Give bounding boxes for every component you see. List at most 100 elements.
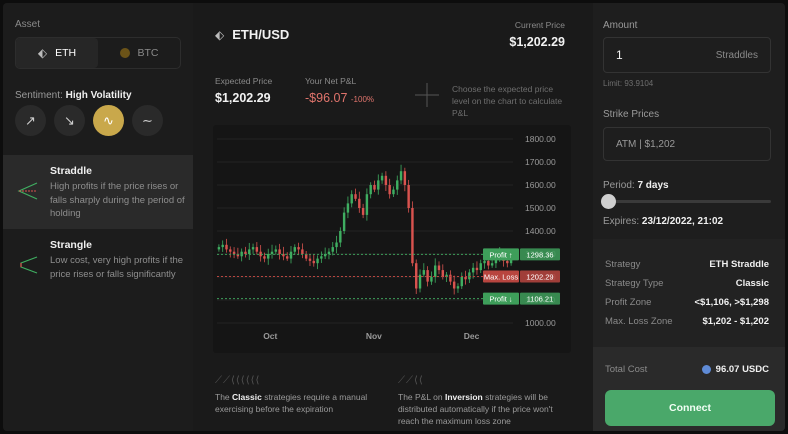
period-slider-thumb[interactable] — [601, 194, 616, 209]
period-value: 7 days — [637, 180, 669, 191]
candle — [506, 260, 509, 264]
candle — [331, 247, 334, 252]
eth-icon: ⬖ — [37, 46, 48, 60]
classic-note: The Classic strategies require a manual … — [215, 391, 385, 415]
summary-key: Strategy — [605, 259, 641, 270]
summary-key: Strategy Type — [605, 278, 664, 289]
amount-limit: Limit: 93.9104 — [603, 79, 654, 88]
checkout: Total Cost 96.07 USDC Connect — [593, 347, 785, 431]
strangle-title: Strangle — [50, 239, 93, 251]
level-value: 1106.21 — [527, 295, 554, 304]
candle — [301, 249, 304, 254]
candle — [369, 185, 372, 195]
candle — [403, 171, 407, 185]
x-tick-label: Nov — [366, 331, 382, 341]
period-slider[interactable] — [601, 194, 771, 209]
candle — [407, 185, 410, 208]
asset-eth-label: ETH — [55, 47, 77, 59]
sentiment-low-volatility-button[interactable]: ∼ — [132, 105, 163, 136]
candle — [365, 194, 369, 215]
candle — [312, 260, 315, 264]
candle — [320, 256, 323, 259]
classic-note-post: strategies require a manual exercising b… — [215, 392, 368, 414]
candle — [297, 247, 300, 250]
expires-value: 23/12/2022, 21:02 — [641, 216, 724, 227]
strategy-strangle[interactable]: Strangle Low cost, very high profits if … — [3, 229, 193, 299]
price-chart-svg[interactable]: 1800.001700.001600.001500.001400.001300.… — [213, 125, 571, 353]
summary-row: Max. Loss Zone $1,202 - $1,202 — [605, 316, 769, 327]
sentiment-high-volatility-button[interactable]: ∿ — [93, 105, 124, 136]
candle — [221, 244, 224, 248]
chart-panel: ⬖ ETH/USD Current Price $1,202.29 Expect… — [193, 3, 593, 431]
strategy-straddle[interactable]: Straddle High profits if the price rises… — [3, 155, 193, 229]
candle — [232, 251, 236, 254]
level-tag — [483, 292, 519, 305]
candle — [339, 231, 342, 243]
amount-label: Amount — [603, 20, 638, 31]
level-value-tag — [520, 292, 560, 305]
candle — [411, 208, 414, 264]
candle — [426, 270, 429, 282]
strike-prices-select[interactable]: ATM | $1,202 — [603, 127, 771, 161]
inversion-strategy-icons: ⟋⟋⟨⟨ — [398, 375, 424, 386]
candle — [354, 194, 357, 199]
candle — [350, 194, 353, 204]
crosshair-icon — [415, 83, 439, 107]
candle — [346, 203, 350, 213]
candle — [399, 171, 403, 181]
sentiment-bearish-button[interactable]: ↘ — [54, 105, 85, 136]
summary-key: Profit Zone — [605, 297, 652, 308]
candle — [433, 265, 437, 277]
wave-icon: ∿ — [103, 112, 114, 128]
candle — [244, 251, 247, 254]
y-tick-label: 1700.00 — [525, 157, 556, 167]
asset-toggle: ⬖ ETH BTC — [15, 37, 181, 69]
candle — [267, 254, 270, 259]
sentiment-value: High Volatility — [65, 90, 132, 101]
candle — [316, 258, 319, 264]
summary-key: Max. Loss Zone — [605, 316, 673, 327]
candle — [487, 260, 490, 266]
net-pnl-percent: -100% — [350, 95, 375, 104]
expires-prefix: Expires: — [603, 216, 640, 227]
candle — [236, 254, 240, 257]
asset-eth-button[interactable]: ⬖ ETH — [16, 38, 98, 68]
candle — [361, 208, 365, 215]
level-label: Max. Loss — [484, 272, 518, 281]
period-prefix: Period: — [603, 180, 635, 191]
strike-prices-value: ATM | $1,202 — [616, 138, 676, 150]
candle — [274, 249, 278, 252]
expiration: Expires: 23/12/2022, 21:02 — [603, 216, 723, 227]
straddle-title: Straddle — [50, 165, 93, 177]
sentiment-buttons: ↗ ↘ ∿ ∼ — [15, 105, 163, 136]
order-panel: Amount 1 Straddles Limit: 93.9104 Strike… — [593, 3, 785, 431]
candle — [396, 180, 399, 190]
asset-btc-button[interactable]: BTC — [98, 38, 180, 68]
btc-icon — [119, 48, 130, 58]
y-tick-label: 1600.00 — [525, 180, 556, 190]
total-cost: 96.07 USDC — [701, 364, 769, 375]
level-value: 1298.36 — [526, 250, 553, 259]
strangle-description: Low cost, very high profits if the price… — [50, 255, 184, 280]
candle — [255, 247, 259, 252]
candle — [289, 251, 293, 259]
candle — [278, 249, 281, 254]
sentiment-bullish-button[interactable]: ↗ — [15, 105, 46, 136]
inversion-note: The P&L on Inversion strategies will be … — [398, 391, 568, 427]
total-cost-value: 96.07 USDC — [715, 364, 769, 375]
summary-value: <$1,106, >$1,298 — [694, 297, 770, 308]
candle — [388, 185, 391, 195]
amount-input[interactable]: 1 Straddles — [603, 37, 771, 73]
price-chart[interactable]: 1800.001700.001600.001500.001400.001300.… — [213, 125, 571, 353]
candle — [248, 249, 251, 254]
net-pnl-label: Your Net P&L — [305, 76, 357, 86]
level-label: Profit ↑ — [489, 250, 512, 259]
candle — [293, 247, 297, 252]
asset-btc-label: BTC — [137, 47, 159, 59]
classic-note-bold: Classic — [232, 392, 262, 402]
connect-button[interactable]: Connect — [605, 390, 775, 426]
candle — [456, 286, 460, 289]
summary-row: Strategy ETH Straddle — [605, 259, 769, 270]
amount-value[interactable]: 1 — [616, 48, 623, 62]
pair-label: ETH/USD — [232, 27, 290, 42]
